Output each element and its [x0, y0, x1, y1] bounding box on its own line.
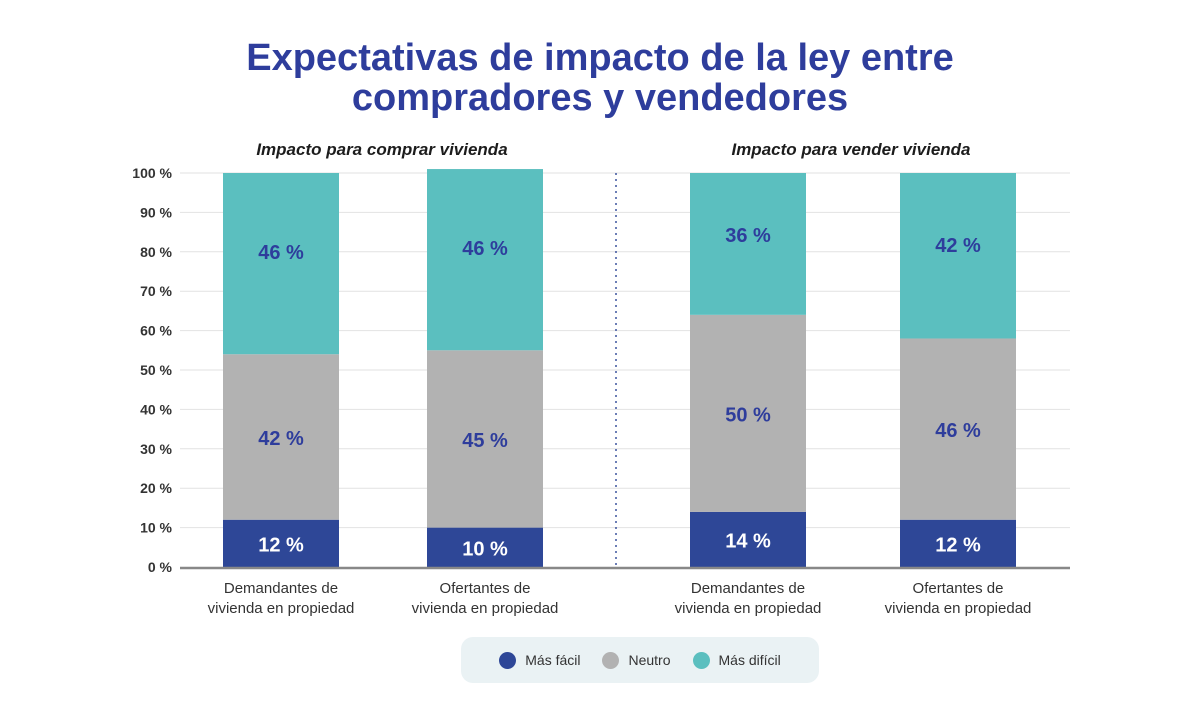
legend-label-mas-facil: Más fácil	[525, 652, 581, 668]
data-label: 10 %	[462, 538, 508, 560]
y-tick-label: 30 %	[140, 441, 172, 457]
y-tick-label: 80 %	[140, 244, 172, 260]
data-label: 14 %	[725, 530, 771, 552]
bar-segment	[690, 511, 806, 567]
y-tick-label: 70 %	[140, 283, 172, 299]
data-label: 46 %	[462, 238, 508, 260]
data-label: 12 %	[258, 534, 304, 556]
y-tick-label: 100 %	[132, 165, 172, 181]
data-label: 36 %	[725, 225, 771, 247]
y-tick-label: 0 %	[148, 559, 173, 575]
panel-subtitle: Impacto para comprar vivienda	[256, 140, 507, 159]
bar-segment	[223, 519, 339, 567]
category-label: vivienda en propiedad	[412, 600, 559, 617]
bar-segment	[690, 173, 806, 315]
y-tick-label: 20 %	[140, 480, 172, 496]
data-label: 45 %	[462, 430, 508, 452]
bar-segment	[427, 527, 543, 567]
category-label: vivienda en propiedad	[208, 600, 355, 617]
data-label: 46 %	[935, 420, 981, 442]
category-label: Demandantes de	[691, 580, 805, 597]
category-label: Ofertantes de	[440, 580, 531, 597]
y-tick-label: 50 %	[140, 362, 172, 378]
legend-swatch-mas-dificil	[692, 651, 710, 669]
legend-label-mas-dificil: Más difícil	[718, 652, 781, 668]
y-tick-label: 60 %	[140, 323, 172, 339]
legend-item-neutro: Neutro	[602, 651, 671, 669]
category-label: Demandantes de	[224, 580, 338, 597]
chart-title-line-1: Expectativas de impacto de la ley entre	[246, 37, 954, 79]
legend-item-mas-facil: Más fácil	[499, 651, 581, 669]
y-tick-label: 10 %	[140, 520, 172, 536]
data-label: 12 %	[935, 534, 981, 556]
bar-segment	[223, 354, 339, 520]
category-label: Ofertantes de	[913, 580, 1004, 597]
y-tick-label: 40 %	[140, 401, 172, 417]
legend-label-neutro: Neutro	[628, 652, 671, 668]
data-label: 50 %	[725, 404, 771, 426]
legend-item-mas-dificil: Más difícil	[692, 651, 781, 669]
data-label: 46 %	[258, 242, 304, 264]
bar-segment	[690, 314, 806, 512]
bar-segment	[900, 173, 1016, 339]
bar-segment	[900, 519, 1016, 567]
chart-title: Expectativas de impacto de la ley entre …	[0, 38, 1200, 118]
panel-subtitle: Impacto para vender vivienda	[731, 140, 970, 159]
category-label: vivienda en propiedad	[885, 600, 1032, 617]
legend: Más fácil Neutro Más difícil	[461, 637, 819, 683]
legend-swatch-mas-facil	[499, 651, 517, 669]
bar-segment	[427, 169, 543, 351]
legend-swatch-neutro	[602, 651, 620, 669]
bar-segment	[900, 338, 1016, 520]
data-label: 42 %	[935, 235, 981, 257]
data-label: 42 %	[258, 428, 304, 450]
bar-segment	[223, 173, 339, 355]
category-label: vivienda en propiedad	[675, 600, 822, 617]
bar-segment	[427, 350, 543, 528]
chart-title-line-2: compradores y vendedores	[351, 77, 849, 119]
y-tick-label: 90 %	[140, 204, 172, 220]
